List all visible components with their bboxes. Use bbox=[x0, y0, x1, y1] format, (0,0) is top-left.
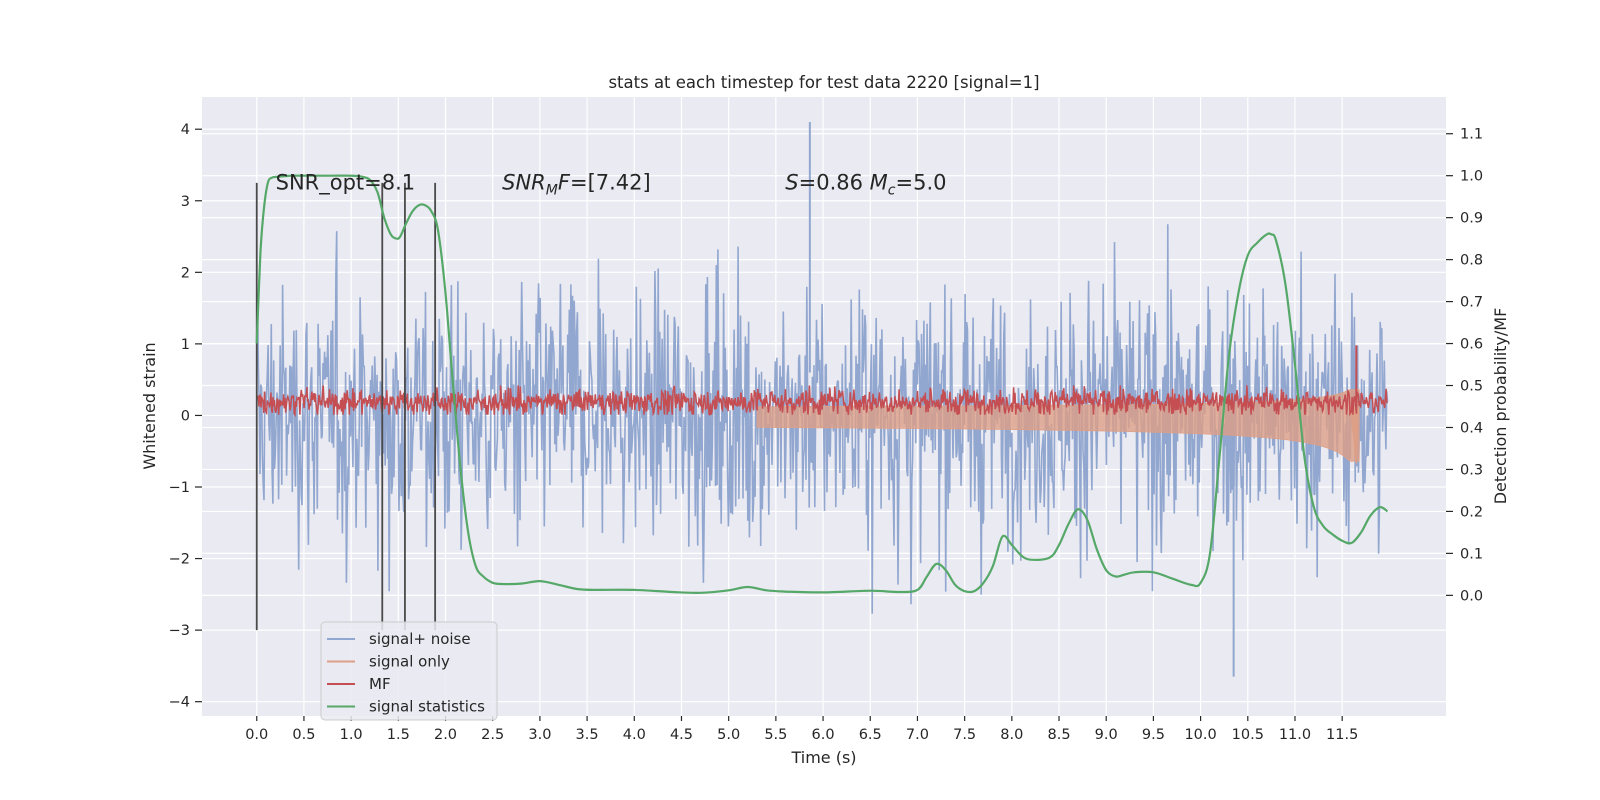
series-mf bbox=[255, 385, 1389, 418]
legend-box bbox=[320, 621, 498, 721]
y-right-axis-label: Detection probability/MF bbox=[1491, 308, 1510, 505]
x-tick-label: 6.5 bbox=[859, 727, 882, 743]
x-tick-label: 5.0 bbox=[717, 727, 740, 743]
y-right-tick-label: 0.2 bbox=[1460, 504, 1483, 520]
x-tick-label: 5.5 bbox=[764, 727, 787, 743]
annotation-part: M bbox=[870, 170, 888, 194]
x-tick-label: 3.5 bbox=[576, 727, 599, 743]
y-tick-label: 3 bbox=[181, 194, 190, 210]
x-tick-label: 10.5 bbox=[1232, 727, 1264, 743]
annotations: SNR_opt=8.1 SNRMF=[7.42] S=0.86 Mc=5.0 bbox=[276, 170, 947, 198]
annotation: S=0.86 Mc=5.0 bbox=[785, 170, 946, 198]
x-tick-label: 0.0 bbox=[245, 727, 268, 743]
annotation-part: S bbox=[785, 170, 798, 194]
x-tick-label: 1.0 bbox=[340, 727, 363, 743]
x-tick-label: 4.0 bbox=[623, 727, 646, 743]
x-tick-label: 11.5 bbox=[1326, 727, 1358, 743]
y-right-tick-label: 0.9 bbox=[1460, 211, 1483, 227]
legend-label: signal statistics bbox=[369, 698, 485, 716]
y-tick-label: −2 bbox=[169, 552, 190, 568]
x-tick-label: 6.0 bbox=[812, 727, 835, 743]
x-tick-label: 3.0 bbox=[528, 727, 551, 743]
annotation-part: =[7.42] bbox=[570, 170, 651, 194]
annotation: SNR_opt=8.1 bbox=[276, 170, 416, 195]
legend-label: MF bbox=[369, 675, 391, 693]
y-right-tick-label: 0.0 bbox=[1460, 588, 1483, 604]
y-right-tick-label: 0.7 bbox=[1460, 295, 1483, 311]
y-tick-label: 2 bbox=[181, 265, 190, 281]
x-tick-label: 2.5 bbox=[481, 727, 504, 743]
x-tick-label: 11.0 bbox=[1279, 727, 1311, 743]
y-right-tick-label: 1.0 bbox=[1460, 169, 1483, 185]
plot-area bbox=[255, 122, 1389, 677]
annotation-part: M bbox=[546, 182, 558, 198]
y-right-tick-label: 0.8 bbox=[1460, 253, 1483, 269]
annotation-part: SNR bbox=[502, 170, 546, 194]
x-tick-label: 0.5 bbox=[292, 727, 315, 743]
x-tick-label: 9.5 bbox=[1142, 727, 1165, 743]
x-tick-label: 8.0 bbox=[1000, 727, 1023, 743]
y-right-tick-label: 1.1 bbox=[1460, 127, 1483, 143]
y-tick-label: −4 bbox=[169, 695, 190, 711]
x-tick-label: 1.5 bbox=[387, 727, 410, 743]
x-tick-label: 7.0 bbox=[906, 727, 929, 743]
y-tick-label: −3 bbox=[169, 623, 190, 639]
x-tick-label: 7.5 bbox=[953, 727, 976, 743]
y-right-tick-label: 0.6 bbox=[1460, 337, 1483, 353]
x-tick-label: 4.5 bbox=[670, 727, 693, 743]
annotation-part: F bbox=[558, 170, 571, 194]
annotation-part: =5.0 bbox=[896, 170, 947, 194]
annotation-part: SNR_opt=8.1 bbox=[276, 170, 416, 195]
chart-title: stats at each timestep for test data 222… bbox=[608, 73, 1039, 92]
annotation-part: c bbox=[888, 182, 896, 198]
y-right-tick-label: 0.4 bbox=[1460, 420, 1483, 436]
axes: 0.0 0.5 1.0 1.5 2.0 2.5 3.0 3.5 4.0 4.5 5.0 5.5 6.0 6… bbox=[169, 122, 1483, 743]
x-tick-label: 10.0 bbox=[1184, 727, 1216, 743]
y-right-tick-label: 0.1 bbox=[1460, 546, 1483, 562]
y-tick-label: 1 bbox=[181, 337, 190, 353]
y-tick-label: −1 bbox=[169, 480, 190, 496]
y-axis-label: Whitened strain bbox=[140, 342, 159, 469]
series-signal-statistics bbox=[255, 174, 1389, 594]
signal-only-peak bbox=[1349, 407, 1359, 465]
legend-label: signal only bbox=[369, 653, 450, 671]
y-tick-label: 4 bbox=[181, 122, 190, 138]
x-tick-label: 2.0 bbox=[434, 727, 457, 743]
x-tick-label: 8.5 bbox=[1047, 727, 1070, 743]
x-tick-label: 9.0 bbox=[1095, 727, 1118, 743]
y-tick-label: 0 bbox=[181, 408, 190, 424]
y-right-tick-label: 0.3 bbox=[1460, 462, 1483, 478]
x-axis-label: Time (s) bbox=[790, 748, 856, 767]
legend-label: signal+ noise bbox=[369, 630, 471, 648]
annotation-part: =0.86 bbox=[799, 170, 870, 194]
annotation: SNRMF=[7.42] bbox=[502, 170, 651, 198]
y-right-tick-label: 0.5 bbox=[1460, 379, 1483, 395]
legend: signal+ noise signal only MF signal statist… bbox=[320, 621, 498, 721]
